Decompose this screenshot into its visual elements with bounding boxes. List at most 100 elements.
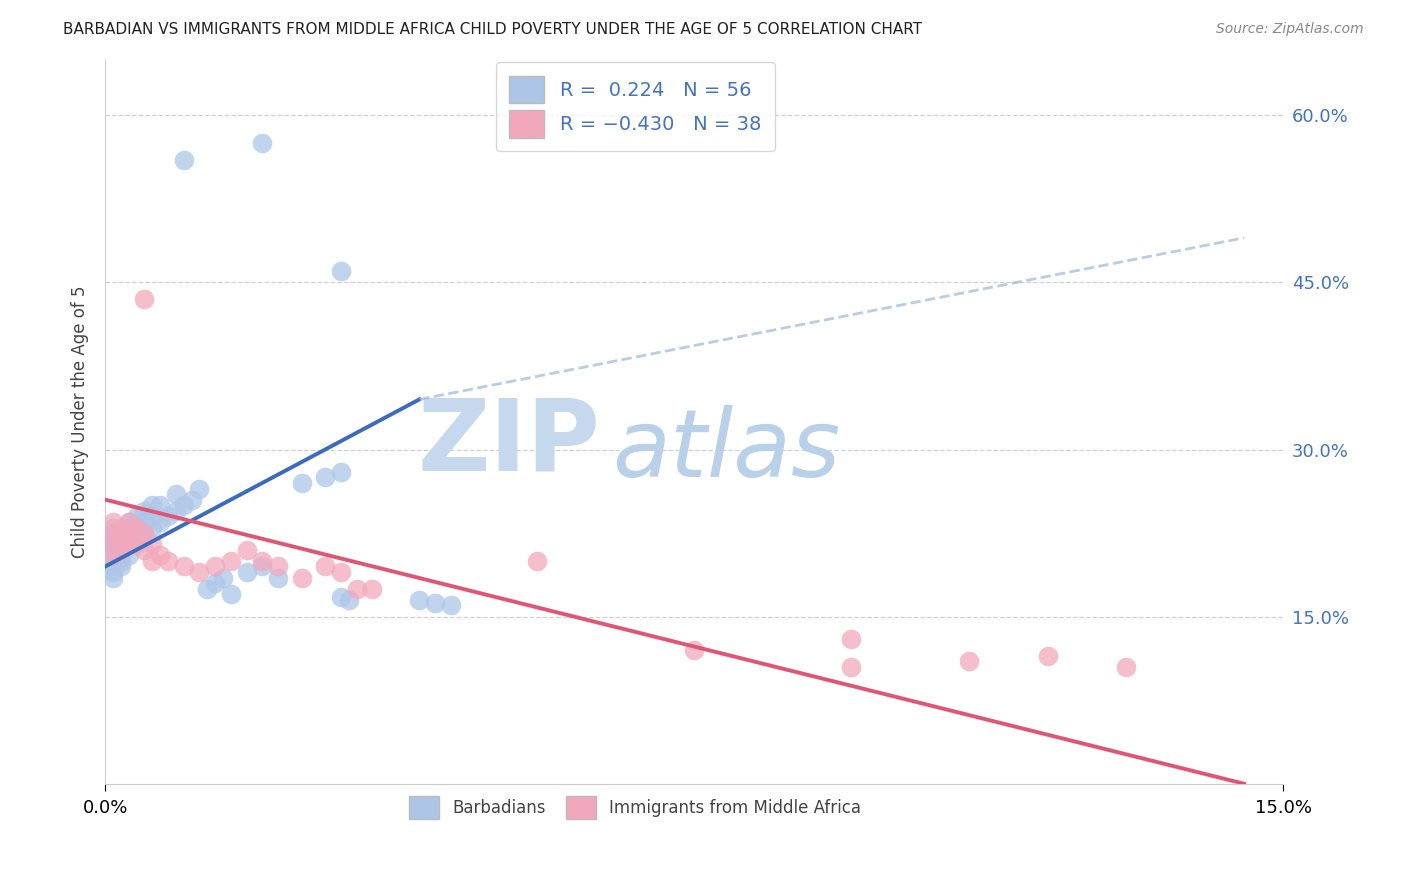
Point (141, 509, 163, 524)
Point (252, 554, 274, 568)
Point (219, 554, 242, 568)
Point (101, 532, 124, 546)
Point (101, 537, 124, 551)
Point (118, 526, 141, 541)
Point (101, 542, 124, 557)
Point (118, 537, 141, 551)
Point (290, 571, 312, 585)
Point (118, 526, 141, 541)
Point (110, 532, 132, 546)
Point (423, 596, 446, 610)
Point (252, 136, 274, 150)
Point (149, 498, 172, 512)
Point (110, 542, 132, 557)
Point (204, 576, 226, 591)
Point (101, 520, 124, 534)
Point (118, 520, 141, 534)
Text: Source: ZipAtlas.com: Source: ZipAtlas.com (1216, 22, 1364, 37)
Point (526, 554, 548, 568)
Point (101, 526, 124, 541)
Point (125, 520, 148, 534)
Point (101, 526, 124, 541)
Point (252, 559, 274, 574)
Point (267, 559, 290, 574)
Point (1115, 659, 1137, 673)
Point (101, 515, 124, 529)
Point (125, 520, 148, 534)
Point (173, 498, 195, 512)
Point (134, 515, 156, 529)
Point (212, 571, 235, 585)
Point (683, 643, 706, 657)
Y-axis label: Child Poverty Under the Age of 5: Child Poverty Under the Age of 5 (72, 285, 89, 558)
Point (329, 565, 352, 579)
Point (101, 559, 124, 574)
Point (149, 515, 172, 529)
Point (1036, 648, 1059, 663)
Point (110, 520, 132, 534)
Point (101, 549, 124, 563)
Point (134, 526, 156, 541)
Point (173, 559, 195, 574)
Point (204, 559, 226, 574)
Point (118, 515, 141, 529)
Point (361, 582, 384, 596)
Point (188, 482, 211, 496)
Text: BARBADIAN VS IMMIGRANTS FROM MIDDLE AFRICA CHILD POVERTY UNDER THE AGE OF 5 CORR: BARBADIAN VS IMMIGRANTS FROM MIDDLE AFRI… (63, 22, 922, 37)
Point (125, 532, 148, 546)
Point (118, 537, 141, 551)
Point (346, 582, 368, 596)
Point (290, 475, 312, 490)
Point (101, 571, 124, 585)
Point (841, 659, 863, 673)
Point (101, 565, 124, 579)
Point (141, 554, 163, 568)
Point (125, 532, 148, 546)
Point (329, 590, 352, 604)
Point (134, 542, 156, 557)
Point (134, 526, 156, 541)
Point (165, 504, 187, 518)
Point (408, 593, 430, 607)
Point (141, 537, 163, 551)
Point (149, 549, 172, 563)
Point (110, 554, 132, 568)
Point (118, 549, 141, 563)
Point (141, 498, 163, 512)
Point (314, 559, 336, 574)
Point (141, 520, 163, 534)
Point (195, 582, 218, 596)
Point (101, 537, 124, 551)
Point (110, 532, 132, 546)
Point (219, 587, 242, 601)
Point (110, 542, 132, 557)
Point (125, 509, 148, 524)
Point (110, 537, 132, 551)
Legend: Barbadians, Immigrants from Middle Africa: Barbadians, Immigrants from Middle Afric… (402, 789, 868, 826)
Point (165, 487, 187, 501)
Point (329, 264, 352, 278)
Point (267, 571, 290, 585)
Point (188, 565, 211, 579)
Point (235, 542, 257, 557)
Point (235, 565, 257, 579)
Point (957, 654, 980, 668)
Point (110, 559, 132, 574)
Text: atlas: atlas (612, 405, 839, 496)
Point (314, 470, 336, 484)
Point (101, 549, 124, 563)
Point (329, 465, 352, 479)
Point (157, 509, 180, 524)
Point (157, 554, 180, 568)
Text: ZIP: ZIP (418, 395, 600, 491)
Point (134, 504, 156, 518)
Point (337, 593, 360, 607)
Point (110, 526, 132, 541)
Point (440, 599, 463, 613)
Point (173, 153, 195, 167)
Point (180, 492, 202, 507)
Point (125, 537, 148, 551)
Point (841, 632, 863, 646)
Point (118, 515, 141, 529)
Point (134, 292, 156, 306)
